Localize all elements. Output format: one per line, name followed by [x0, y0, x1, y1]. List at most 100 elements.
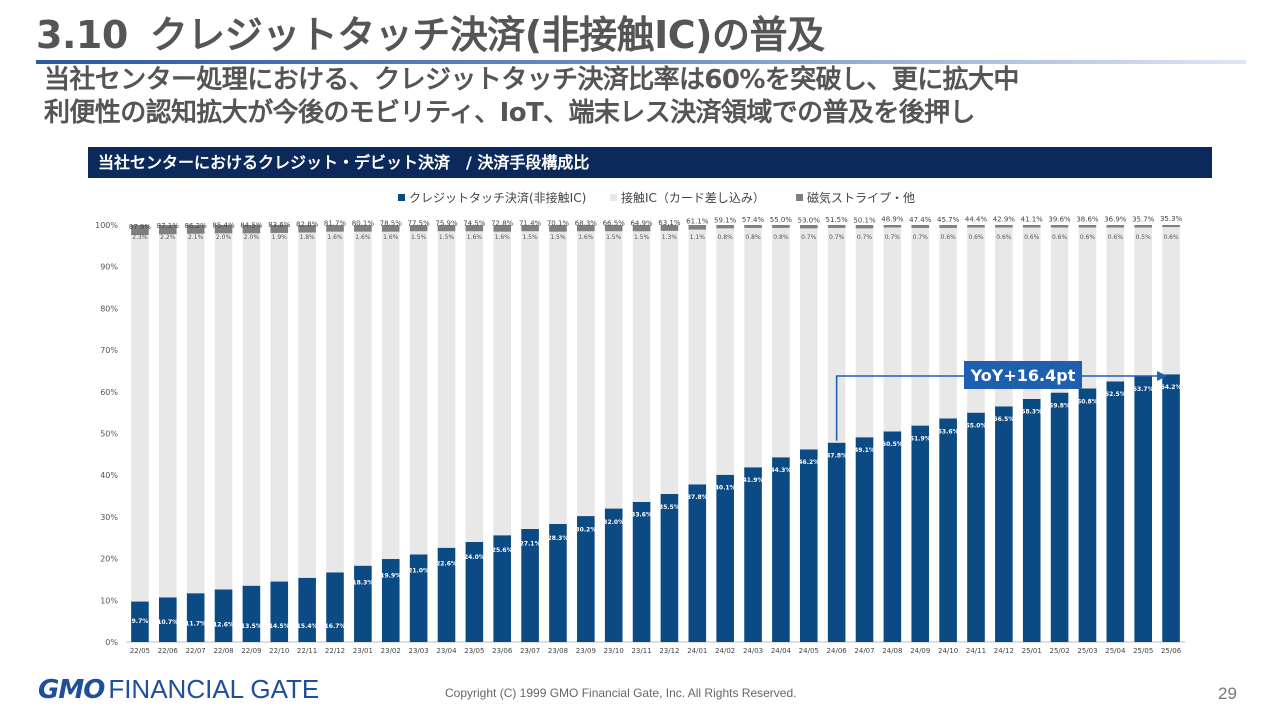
bar-contact-ic: [660, 230, 679, 494]
bar-magstripe: [437, 225, 456, 232]
data-label-contactless: 21.0%: [408, 567, 429, 574]
bar-contactless: [1106, 381, 1125, 642]
x-tick-label: 23/02: [381, 647, 401, 655]
bar-contact-ic: [493, 231, 512, 536]
data-label-magstripe: 1.5%: [439, 234, 455, 241]
data-label-magstripe: 1.6%: [578, 234, 594, 241]
data-label-magstripe: 0.5%: [1136, 234, 1152, 241]
x-tick-label: 22/08: [213, 647, 233, 655]
data-label-magstripe: 1.5%: [550, 234, 566, 241]
bar-magstripe: [688, 225, 707, 230]
data-label-contactless: 44.3%: [770, 467, 791, 474]
bar-magstripe: [577, 225, 595, 232]
data-label-magstripe: 0.8%: [745, 234, 761, 241]
x-tick-label: 23/08: [548, 647, 568, 655]
bar-magstripe: [409, 225, 428, 232]
data-label-contact-ic: 86.2%: [185, 222, 208, 230]
bar-contactless: [883, 431, 902, 642]
legend-swatch: [610, 194, 617, 201]
data-label-contactless: 18.3%: [352, 579, 373, 586]
bar-magstripe: [326, 225, 344, 232]
bar-magstripe: [298, 225, 316, 233]
data-label-contactless: 56.5%: [993, 416, 1014, 423]
data-label-magstripe: 1.6%: [467, 234, 483, 241]
data-label-contactless: 59.8%: [1049, 402, 1070, 409]
legend-label: クレジットタッチ決済(非接触IC): [409, 190, 586, 205]
x-tick-label: 24/11: [966, 647, 986, 655]
y-tick-label: 50%: [100, 430, 118, 439]
bar-contact-ic: [577, 231, 595, 517]
bar-magstripe: [159, 225, 177, 235]
y-tick-label: 80%: [100, 304, 118, 313]
data-label-contactless: 63.7%: [1133, 386, 1154, 393]
data-label-contactless: 41.9%: [743, 477, 764, 484]
data-label-contactless: 25.6%: [492, 547, 513, 554]
bar-contactless: [242, 585, 261, 642]
bar-contact-ic: [855, 228, 874, 438]
data-label-contact-ic: 70.1%: [547, 220, 570, 228]
bar-contact-ic: [131, 235, 149, 602]
bar-magstripe: [381, 225, 400, 232]
data-label-contact-ic: 51.5%: [826, 216, 849, 224]
bar-contact-ic: [409, 231, 428, 555]
bar-contact-ic: [214, 233, 233, 590]
company-logo: GMO FINANCIAL GATE: [38, 674, 319, 705]
data-label-contact-ic: 72.8%: [491, 220, 514, 228]
data-label-magstripe: 1.5%: [411, 234, 427, 241]
data-label-magstripe: 0.6%: [996, 234, 1012, 241]
bar-contactless: [632, 501, 651, 642]
x-tick-label: 22/06: [158, 647, 179, 655]
data-label-contact-ic: 38.6%: [1076, 216, 1099, 224]
bar-contact-ic: [883, 227, 902, 432]
bar-contactless: [1022, 398, 1041, 642]
x-tick-label: 25/06: [1161, 647, 1182, 655]
data-label-contactless: 64.2%: [1161, 384, 1182, 391]
bar-contact-ic: [354, 231, 372, 566]
data-label-contact-ic: 53.0%: [798, 216, 821, 224]
data-label-contact-ic: 57.4%: [742, 216, 765, 224]
data-label-contactless: 11.7%: [185, 620, 206, 627]
x-tick-label: 23/12: [659, 647, 679, 655]
data-label-contactless: 53.6%: [938, 428, 959, 435]
bar-magstripe: [911, 225, 930, 228]
data-label-magstripe: 1.5%: [634, 234, 650, 241]
bar-contact-ic: [1134, 227, 1152, 377]
x-tick-label: 22/12: [325, 647, 345, 655]
bar-magstripe: [270, 225, 289, 233]
data-label-contactless: 46.2%: [798, 459, 819, 466]
data-label-magstripe: 0.8%: [718, 234, 734, 241]
legend-label: 磁気ストライプ・他: [807, 190, 915, 205]
data-label-contact-ic: 77.5%: [407, 219, 430, 227]
data-label-contactless: 12.6%: [213, 622, 234, 629]
page-number: 29: [1218, 684, 1237, 703]
x-tick-label: 22/10: [269, 647, 289, 655]
bar-contactless: [604, 508, 623, 642]
data-label-contact-ic: 84.5%: [240, 221, 263, 229]
bar-contact-ic: [437, 231, 456, 548]
bar-contact-ic: [465, 231, 484, 542]
data-label-magstripe: 1.5%: [606, 234, 622, 241]
bar-contact-ic: [604, 231, 623, 509]
data-label-contactless: 10.7%: [157, 619, 178, 626]
bar-contact-ic: [1022, 227, 1041, 399]
data-label-contact-ic: 68.3%: [575, 219, 598, 227]
data-label-magstripe: 2.2%: [160, 234, 176, 241]
bar-magstripe: [883, 225, 902, 228]
bar-magstripe: [967, 225, 985, 228]
legend-swatch: [398, 194, 405, 201]
yoy-arrow-head: [1157, 371, 1168, 381]
data-label-contact-ic: 64.9%: [630, 219, 653, 227]
bar-magstripe: [772, 225, 790, 228]
x-tick-label: 24/07: [854, 647, 874, 655]
yoy-callout-box: [964, 361, 1082, 389]
x-tick-label: 22/07: [186, 647, 206, 655]
x-tick-label: 24/03: [743, 647, 763, 655]
bar-magstripe: [604, 225, 623, 232]
x-tick-label: 25/04: [1105, 647, 1126, 655]
logo-gmo: GMO: [38, 675, 105, 705]
x-tick-label: 25/01: [1022, 647, 1042, 655]
data-label-magstripe: 0.8%: [773, 234, 789, 241]
data-label-magstripe: 0.6%: [1052, 234, 1068, 241]
data-label-contactless: 32.0%: [603, 519, 624, 526]
data-label-contactless: 27.1%: [520, 540, 541, 547]
